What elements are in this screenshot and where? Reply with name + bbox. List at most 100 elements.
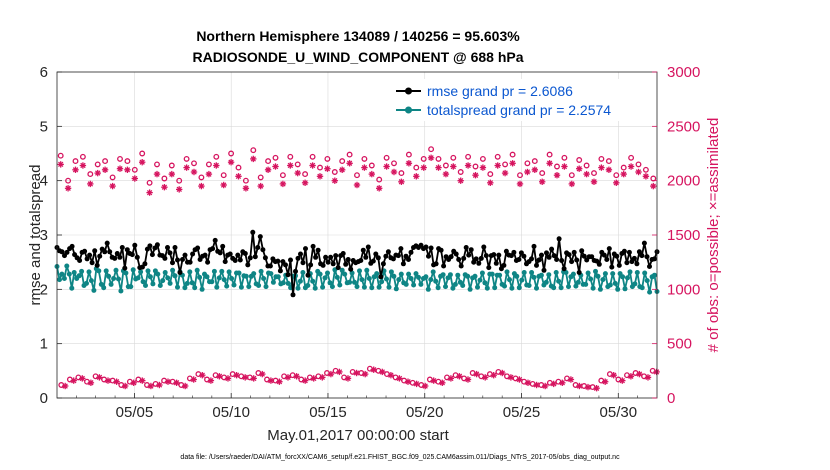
totalspread-point bbox=[467, 286, 473, 292]
obs-possible-point bbox=[598, 155, 605, 162]
rmse-point bbox=[170, 260, 175, 266]
obs-assimilated-point bbox=[213, 162, 220, 169]
totalspread-point bbox=[66, 271, 72, 277]
obs-assimilated-point bbox=[635, 168, 642, 176]
obs-assimilated-point bbox=[370, 366, 377, 373]
y-tick-label: 0 bbox=[40, 390, 48, 407]
totalspread-point bbox=[526, 283, 532, 288]
obs-possible-point bbox=[642, 166, 649, 173]
obs-possible-point bbox=[546, 151, 553, 158]
obs-possible-point bbox=[620, 164, 627, 171]
obs-possible-point bbox=[183, 155, 190, 162]
totalspread-point bbox=[165, 275, 171, 281]
obs-possible-point bbox=[354, 172, 360, 179]
y-tick-label: 3 bbox=[40, 227, 48, 244]
rmse-point bbox=[380, 261, 386, 267]
obs-assimilated-point bbox=[387, 372, 395, 379]
totalspread-point bbox=[620, 274, 626, 280]
obs-assimilated-point bbox=[546, 160, 553, 167]
totalspread-point bbox=[216, 275, 222, 281]
totalspread-point bbox=[157, 283, 163, 288]
rmse-point bbox=[313, 254, 319, 260]
totalspread-point bbox=[543, 279, 549, 285]
totalspread-point bbox=[79, 268, 85, 274]
totalspread-point bbox=[386, 284, 392, 290]
rmse-point bbox=[260, 247, 266, 253]
rmse-point bbox=[621, 248, 627, 254]
rmse-point bbox=[491, 252, 497, 258]
totalspread-point bbox=[312, 285, 318, 291]
totalspread-point bbox=[484, 285, 490, 291]
rmse-point bbox=[456, 257, 462, 262]
rmse-point bbox=[400, 261, 406, 267]
obs-assimilated-point bbox=[79, 375, 86, 382]
totalspread-point bbox=[103, 268, 109, 274]
obs-assimilated-point bbox=[79, 162, 87, 169]
totalspread-point bbox=[140, 279, 146, 285]
rmse-point bbox=[644, 254, 650, 260]
obs-assimilated-point bbox=[259, 370, 266, 378]
totalspread-point bbox=[238, 284, 244, 290]
totalspread-point bbox=[359, 277, 365, 283]
rmse-point bbox=[232, 258, 238, 263]
obs-assimilated-point bbox=[598, 164, 605, 171]
obs-assimilated-point bbox=[173, 379, 180, 386]
chart-subtitle: RADIOSONDE_U_WIND_COMPONENT @ 688 hPa bbox=[192, 49, 523, 65]
rmse-point bbox=[501, 262, 507, 268]
totalspread-point bbox=[128, 284, 134, 290]
obs-possible-point bbox=[168, 162, 175, 169]
rmse-point bbox=[378, 274, 384, 280]
obs-possible-point bbox=[146, 179, 153, 186]
rmse-point bbox=[503, 248, 509, 254]
rmse-point bbox=[438, 247, 444, 253]
obs-assimilated-point bbox=[199, 372, 206, 379]
rmse-point bbox=[539, 252, 544, 258]
obs-possible-point bbox=[628, 154, 635, 161]
obs-possible-point bbox=[228, 150, 235, 157]
totalspread-point bbox=[647, 289, 653, 295]
totalspread-point bbox=[160, 278, 166, 284]
totalspread-point bbox=[423, 274, 429, 280]
totalspread-point bbox=[300, 270, 306, 275]
totalspread-point bbox=[108, 281, 114, 287]
obs-assimilated-point bbox=[198, 182, 205, 190]
obs-assimilated-point bbox=[87, 379, 95, 386]
totalspread-point bbox=[531, 274, 537, 280]
rmse-point bbox=[373, 251, 379, 257]
obs-assimilated-point bbox=[242, 185, 250, 192]
obs-assimilated-point bbox=[473, 370, 480, 378]
obs-assimilated-point bbox=[250, 155, 257, 163]
obs-possible-point bbox=[161, 175, 168, 182]
totalspread-point bbox=[88, 278, 94, 284]
totalspread-point bbox=[553, 270, 559, 275]
totalspread-point bbox=[145, 268, 151, 274]
rmse-point bbox=[385, 249, 391, 255]
rmse-point bbox=[134, 254, 140, 260]
obs-possible-point bbox=[287, 153, 294, 160]
obs-assimilated-point bbox=[642, 173, 650, 180]
totalspread-point bbox=[634, 270, 640, 275]
rmse-point bbox=[511, 249, 517, 255]
obs-assimilated-point bbox=[542, 382, 549, 390]
obs-assimilated-point bbox=[146, 189, 153, 196]
obs-possible-point bbox=[87, 171, 94, 178]
totalspread-point bbox=[342, 271, 348, 277]
rmse-point bbox=[609, 264, 615, 270]
obs-assimilated-point bbox=[130, 379, 137, 386]
rmse-point bbox=[333, 253, 339, 259]
rmse-point bbox=[262, 255, 268, 261]
totalspread-point bbox=[588, 276, 594, 282]
obs-assimilated-point bbox=[294, 169, 301, 177]
obs-assimilated-point bbox=[479, 164, 487, 171]
rmse-point bbox=[320, 262, 326, 268]
rmse-point bbox=[641, 240, 647, 246]
totalspread-point bbox=[310, 278, 316, 284]
obs-assimilated-point bbox=[439, 379, 446, 386]
obs-assimilated-point bbox=[396, 375, 403, 382]
rmse-point bbox=[343, 261, 349, 267]
obs-assimilated-point bbox=[327, 370, 335, 378]
rmse-point bbox=[87, 252, 93, 258]
rmse-point bbox=[441, 263, 447, 269]
obs-possible-point bbox=[591, 170, 597, 177]
